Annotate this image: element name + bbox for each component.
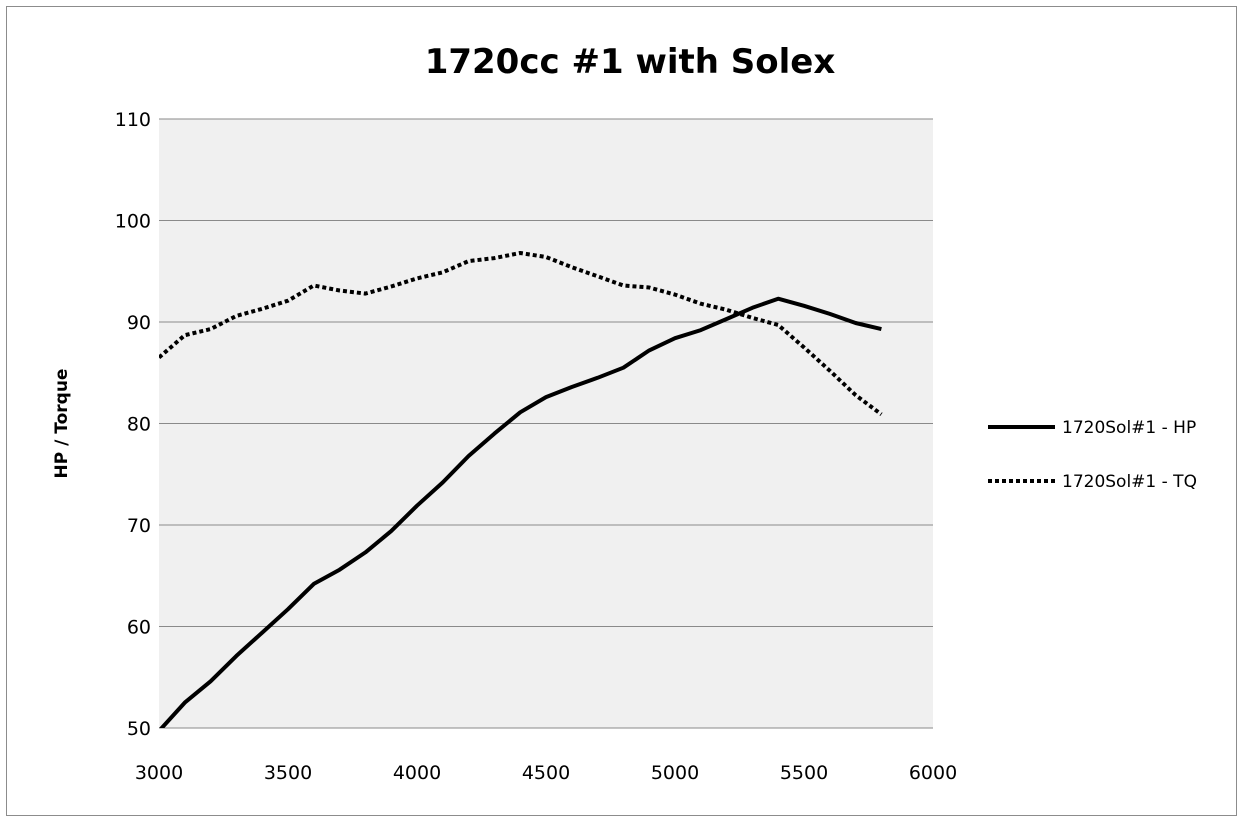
- y-tick-label: 60: [127, 617, 151, 639]
- y-tick-label: 70: [127, 515, 151, 537]
- y-tick-label: 50: [127, 718, 151, 740]
- x-tick-label: 5000: [651, 762, 699, 784]
- legend-label: 1720Sol#1 - TQ: [1062, 472, 1197, 492]
- y-tick-labels: 50 60 70 80 90 100 110: [115, 109, 151, 740]
- series-line-hp: [159, 296, 882, 728]
- legend: 1720Sol#1 - HP 1720Sol#1 - TQ: [988, 418, 1197, 492]
- x-tick-label: 6000: [909, 762, 957, 784]
- x-tick-label: 3500: [264, 762, 312, 784]
- x-tick-label: 5500: [780, 762, 828, 784]
- y-tick-label: 80: [127, 414, 151, 436]
- chart-title: 1720cc #1 with Solex: [425, 42, 836, 82]
- x-tick-label: 4000: [393, 762, 441, 784]
- y-tick-label: 110: [115, 109, 151, 131]
- series-group: [159, 251, 883, 728]
- legend-label: 1720Sol#1 - HP: [1062, 418, 1196, 438]
- x-tick-label: 3000: [135, 762, 183, 784]
- x-tick-labels: 3000 3500 4000 4500 5000 5500 6000: [135, 762, 957, 784]
- y-tick-label: 100: [115, 211, 151, 233]
- x-tick-label: 4500: [522, 762, 570, 784]
- y-tick-label: 90: [127, 312, 151, 334]
- gridlines: [159, 118, 933, 729]
- y-axis-label: HP / Torque: [52, 369, 72, 479]
- series-line-tq: [159, 251, 883, 417]
